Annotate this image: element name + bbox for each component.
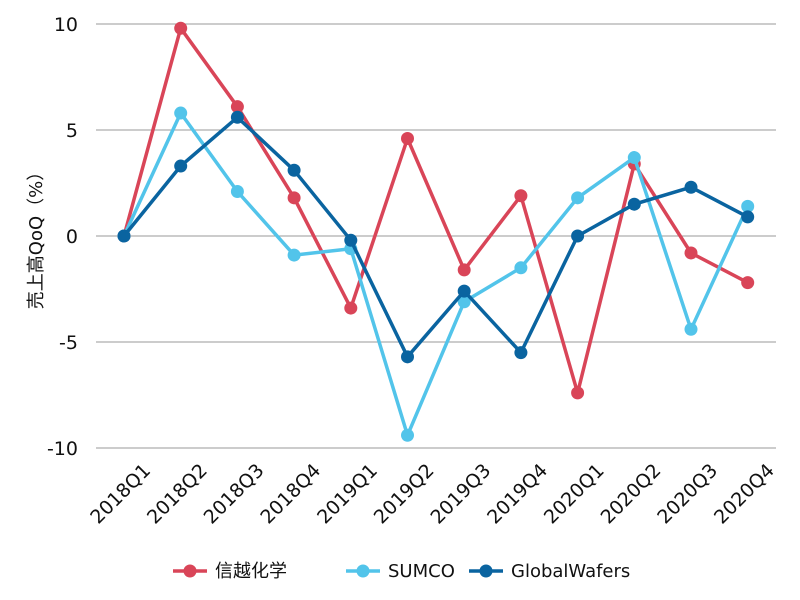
grid-lines xyxy=(96,24,776,448)
data-point xyxy=(514,261,527,274)
x-tick-label: 2018Q2 xyxy=(143,460,212,529)
x-tick-label: 2019Q3 xyxy=(426,460,495,529)
data-point xyxy=(628,151,641,164)
legend-label: 信越化学 xyxy=(215,561,287,582)
data-point xyxy=(458,263,471,276)
series-1 xyxy=(118,107,755,442)
legend-label: GlobalWafers xyxy=(511,561,630,582)
data-point xyxy=(118,230,131,243)
data-point xyxy=(288,249,301,262)
x-tick-label: 2020Q2 xyxy=(597,460,666,529)
x-tick-label: 2020Q4 xyxy=(710,460,779,529)
series-0 xyxy=(118,22,755,400)
y-tick-label: 5 xyxy=(66,120,78,142)
y-tick-label: -5 xyxy=(59,332,78,354)
data-point xyxy=(741,276,754,289)
data-point xyxy=(344,302,357,315)
x-tick-label: 2018Q3 xyxy=(200,460,269,529)
x-tick-label: 2019Q2 xyxy=(370,460,439,529)
series-line xyxy=(124,117,748,356)
y-tick-label: 10 xyxy=(54,14,78,36)
x-tick-label: 2020Q3 xyxy=(653,460,722,529)
x-tick-label: 2020Q1 xyxy=(540,460,609,529)
data-point xyxy=(571,191,584,204)
legend-swatch-marker xyxy=(184,565,197,578)
data-point xyxy=(344,234,357,247)
data-point xyxy=(514,189,527,202)
data-point xyxy=(231,111,244,124)
data-point xyxy=(401,350,414,363)
data-point xyxy=(401,429,414,442)
y-tick-label: -10 xyxy=(47,438,78,460)
y-tick-label: 0 xyxy=(66,226,78,248)
data-point xyxy=(458,285,471,298)
data-point xyxy=(174,22,187,35)
x-tick-label: 2019Q4 xyxy=(483,460,552,529)
x-tick-label: 2018Q1 xyxy=(86,460,155,529)
series-line xyxy=(124,113,748,435)
data-point xyxy=(514,346,527,359)
data-point xyxy=(685,181,698,194)
x-axis-ticks: 2018Q12018Q22018Q32018Q42019Q12019Q22019… xyxy=(86,460,779,529)
data-point xyxy=(288,164,301,177)
legend-swatch-marker xyxy=(480,565,493,578)
data-point xyxy=(571,386,584,399)
data-point xyxy=(628,198,641,211)
data-point xyxy=(288,191,301,204)
legend: 信越化学 SUMCO GlobalWafers xyxy=(173,561,630,582)
x-tick-label: 2018Q4 xyxy=(256,460,325,529)
data-point xyxy=(174,107,187,120)
legend-label: SUMCO xyxy=(388,561,455,582)
series-line xyxy=(124,28,748,393)
data-point xyxy=(685,323,698,336)
data-point xyxy=(741,210,754,223)
data-point xyxy=(401,132,414,145)
data-point xyxy=(685,246,698,259)
x-tick-label: 2019Q1 xyxy=(313,460,382,529)
series-2 xyxy=(118,111,755,364)
data-point xyxy=(571,230,584,243)
y-axis-label: 売上高QoQ（%） xyxy=(26,163,47,309)
data-point xyxy=(231,185,244,198)
data-point xyxy=(174,160,187,173)
series-layer xyxy=(118,22,755,442)
legend-swatch-marker xyxy=(357,565,370,578)
y-axis-ticks: -10 -5 0 5 10 xyxy=(47,14,78,460)
